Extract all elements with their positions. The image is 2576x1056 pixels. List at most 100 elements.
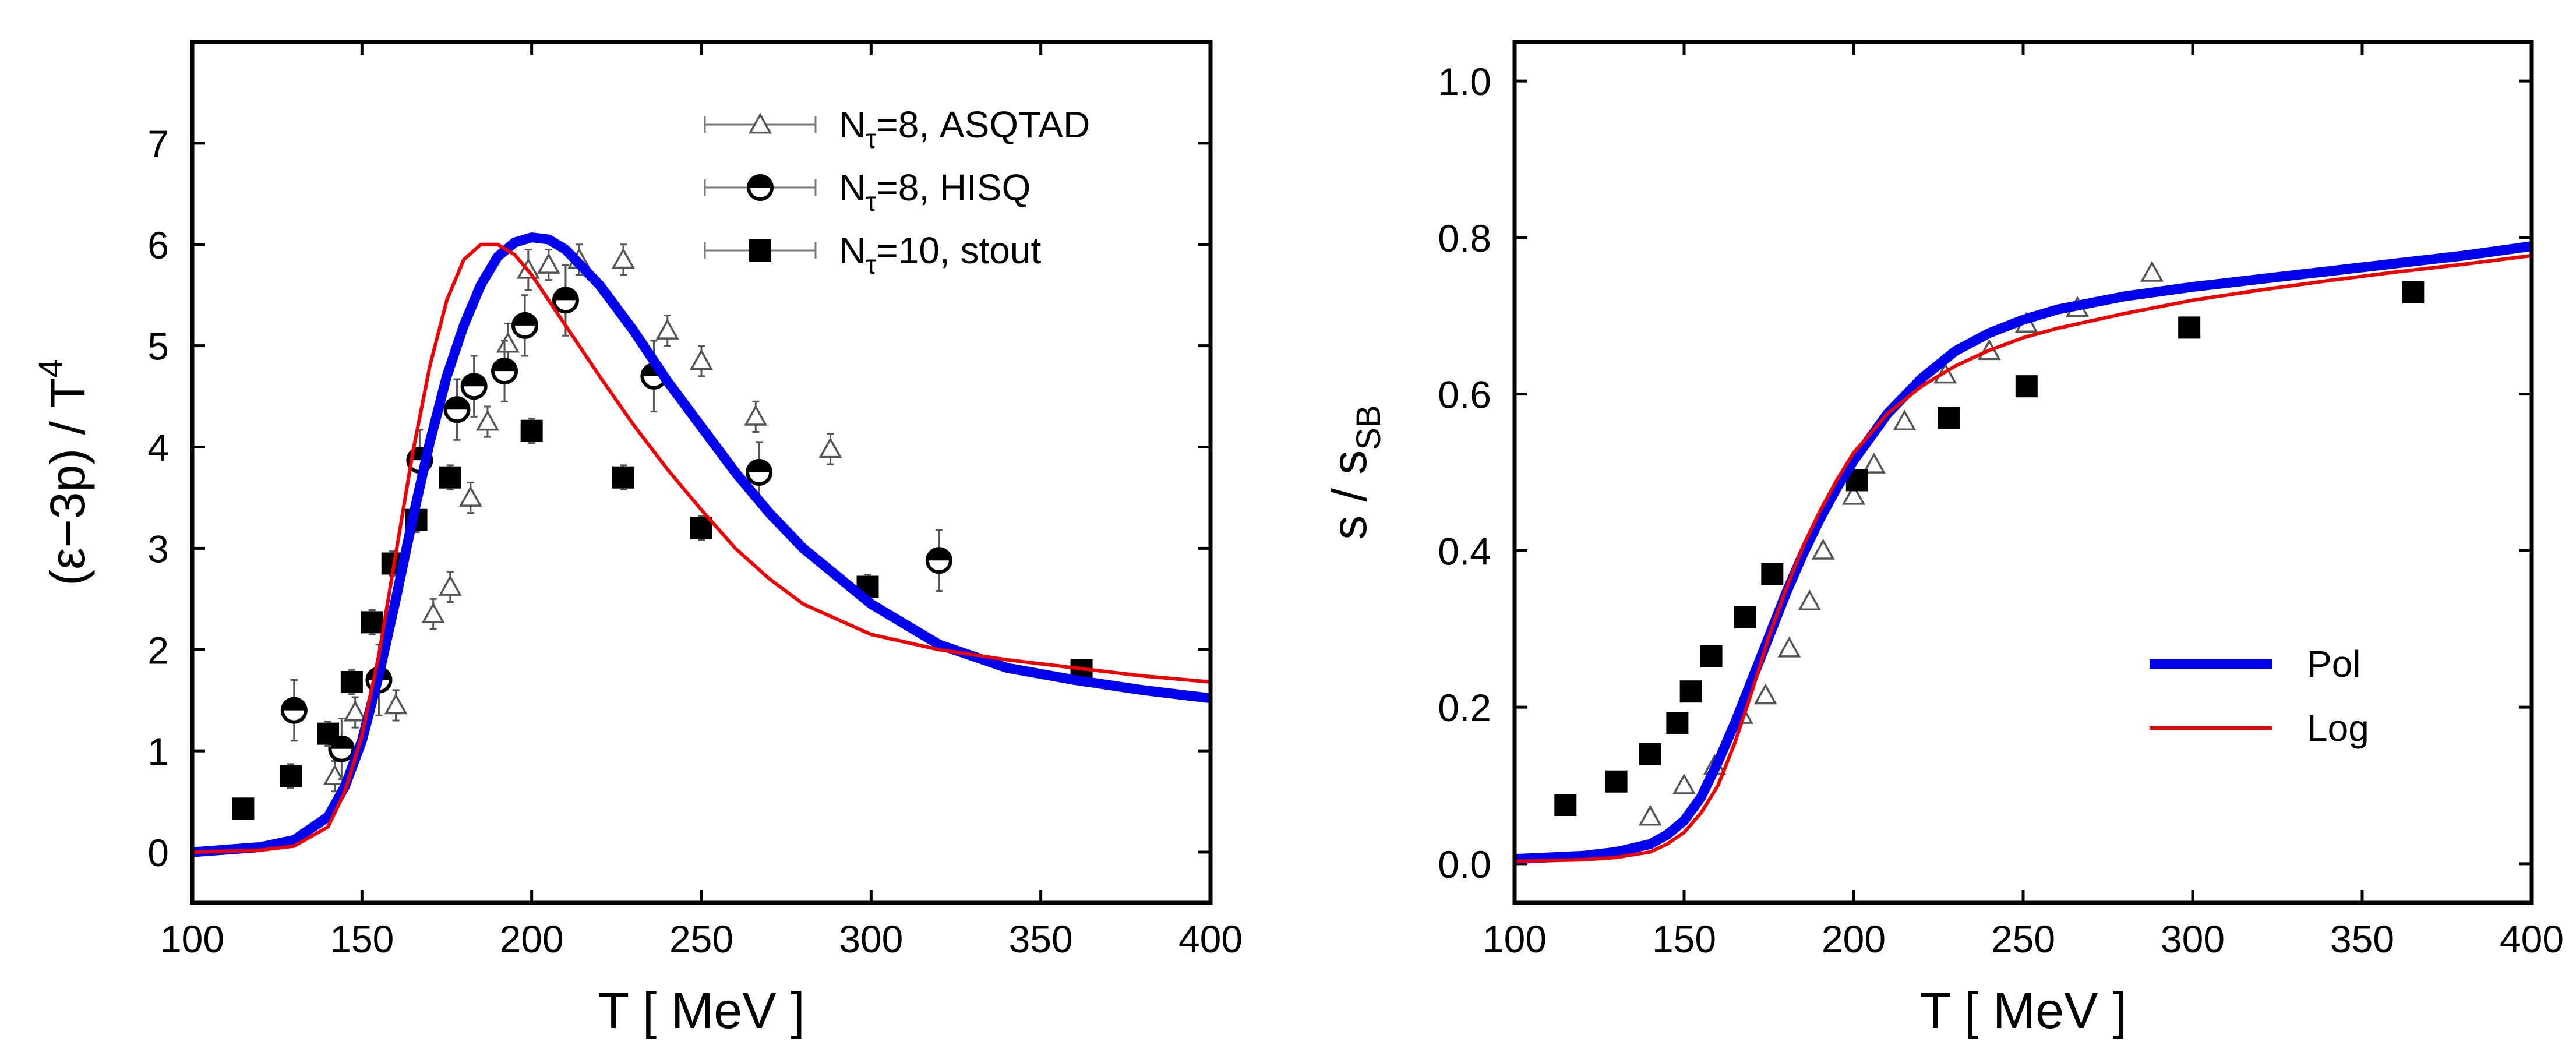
plot-frame [1512,40,2534,905]
square-marker [439,466,461,489]
triangle-marker [1893,409,1917,431]
legend-label: Nτ=8, ASQTAD [839,104,1090,154]
square-marker [2015,375,2038,398]
half-circle-marker-fill [445,398,469,410]
plot-area [1515,241,2532,864]
triangle-marker [1811,538,1835,560]
y-tick-label: 4 [147,426,169,469]
square-marker [1666,711,1689,734]
triangle-marker [1842,483,1865,505]
legend-label-subscript: τ [866,249,876,280]
triangle-marker [421,602,445,623]
x-tick-label: 350 [1009,917,1073,960]
y-tick-label: 3 [147,527,169,570]
square-marker [232,797,255,820]
triangle-marker [475,409,499,431]
legend-label-subscript: τ [866,186,876,217]
half-circle-marker-fill [749,176,772,188]
legend-log-label: Log [2307,707,2369,749]
y-axis-label: (ε−3p) / T4 [32,359,95,585]
half-circle-marker-fill [553,288,577,301]
square-marker [612,466,634,489]
triangle-marker [690,349,713,370]
x-tick-label: 250 [1991,917,2055,960]
y-tick-label: 0.2 [1438,686,1491,729]
y-tick-label: 2 [147,628,169,672]
y-tick-label: 0.8 [1438,217,1491,260]
x-tick-label: 250 [669,917,733,960]
square-marker [2178,316,2201,339]
half-circle-marker-fill [493,359,517,372]
square-marker [1761,563,1784,585]
triangle-marker [612,248,635,269]
x-tick-label: 300 [839,917,903,960]
triangle-marker [496,331,520,353]
legend-label-subscript: τ [866,123,876,154]
triangle-marker [818,437,842,458]
triangle-marker [438,574,462,596]
x-tick-label: 100 [160,917,224,960]
square-marker [1937,406,1960,429]
y-tick-label: 1 [147,730,169,773]
square-marker [1679,680,1702,703]
y-axis-label-main: s / s [1322,450,1377,540]
triangle-marker [343,700,367,722]
x-tick-label: 150 [330,917,394,960]
square-marker [1554,794,1577,817]
plot-area [192,232,1211,857]
x-tick-label: 300 [2161,917,2225,960]
square-marker [340,670,363,693]
x-tick-label: 100 [1483,917,1547,960]
left-panel: 100 150 200 250 300 350 400 0 1 2 3 4 5 6 7 T [ MeV ] (ε… [32,40,1243,1039]
y-axis-label-main: (ε−3p) / T [40,378,95,586]
plot-frame [190,40,1213,905]
log-curve [192,242,1211,854]
square-marker [317,722,340,745]
square-marker [1605,770,1628,793]
square-marker [279,765,302,787]
square-marker [1700,645,1723,667]
half-circle-marker-fill [282,698,306,711]
legend-label-rest: =8, ASQTAD [876,104,1090,146]
y-tick-label: 7 [147,122,169,165]
square-marker [520,419,543,442]
triangle-marker [1753,683,1777,705]
triangle-marker [1777,636,1801,658]
triangle-marker [384,693,408,715]
legend-label-n: N [839,104,866,146]
legend-label: Nτ=10, stout [839,229,1041,280]
y-tick-label: 0.4 [1438,529,1491,573]
half-circle-marker-fill [747,461,771,472]
triangle-marker [458,485,482,507]
log-curve [1515,253,2532,863]
x-tick-label: 200 [1822,917,1886,960]
y-tick-label: 6 [147,224,169,267]
triangle-marker [1638,804,1662,826]
legend-label-rest: =10, stout [876,229,1041,271]
half-circle-marker-fill [927,549,951,561]
y-tick-label: 1.0 [1438,60,1491,103]
legend-label: Nτ=8, HISQ [839,167,1031,217]
right-panel: 100 150 200 250 300 350 400 0.0 0.2 0.4 0.6 0.8 1.0 T… [1322,40,2564,1039]
square-marker [1639,743,1661,765]
half-circle-marker-fill [462,375,486,387]
x-tick-label: 350 [2330,917,2394,960]
x-tick-label: 200 [500,917,564,960]
x-tick-label: 400 [2500,917,2564,960]
triangle-marker [2140,260,2164,282]
triangle-marker [537,252,560,274]
legend-label-n: N [839,229,866,271]
y-tick-label: 0 [147,831,169,874]
x-tick-label: 400 [1178,917,1243,960]
x-axis-label: T [ MeV ] [1919,981,2126,1039]
square-marker [361,611,383,634]
y-axis-label: s / sSB [1322,405,1388,539]
y-axis-label-superscript: 4 [32,359,70,377]
triangle-marker [1672,773,1696,794]
legend-label-n: N [839,167,866,209]
pol-curve [1515,241,2532,864]
half-circle-marker-fill [513,313,537,326]
triangle-marker [744,404,768,426]
y-axis-label-subscript: SB [1350,405,1388,450]
